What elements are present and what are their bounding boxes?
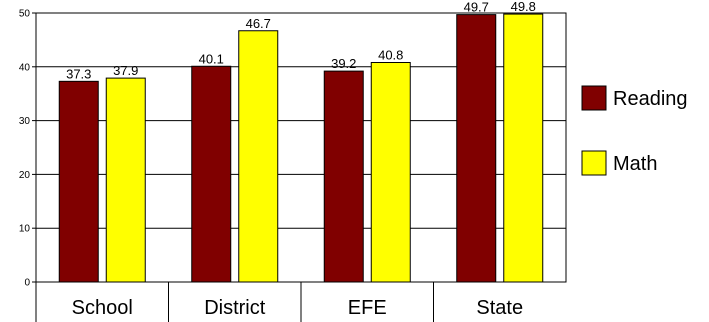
legend-label-reading: Reading xyxy=(613,88,688,110)
bar-reading-state xyxy=(456,14,497,283)
category-label-district: District xyxy=(204,297,266,319)
bar-reading-school xyxy=(58,80,99,283)
y-tick-labels: 0 10 20 30 40 50 xyxy=(19,9,31,289)
legend: Reading Math xyxy=(581,85,688,176)
data-label-math-school: 37.9 xyxy=(113,63,138,78)
y-tick-label-10: 10 xyxy=(19,224,31,235)
data-label-math-state: 49.8 xyxy=(511,0,536,14)
bar-math-efe xyxy=(370,61,411,283)
legend-swatch-reading xyxy=(581,85,607,111)
bars xyxy=(58,13,544,283)
category-label-state: State xyxy=(476,297,523,319)
category-labels: School District EFE State xyxy=(72,297,523,319)
data-labels: 37.3 37.9 40.1 46.7 39.2 40.8 49.7 49.8 xyxy=(66,0,536,81)
data-label-reading-school: 37.3 xyxy=(66,66,91,81)
bar-math-district xyxy=(238,30,279,283)
data-label-math-district: 46.7 xyxy=(246,16,271,31)
data-label-reading-efe: 39.2 xyxy=(331,56,356,71)
data-label-reading-district: 40.1 xyxy=(199,51,224,66)
bar-reading-district xyxy=(191,65,232,283)
y-tick-label-40: 40 xyxy=(19,62,31,73)
legend-swatch-math xyxy=(581,150,607,176)
axes xyxy=(32,12,567,322)
bar-reading-efe xyxy=(323,70,364,283)
y-tick-label-0: 0 xyxy=(24,278,30,289)
data-label-reading-state: 49.7 xyxy=(464,0,489,15)
y-tick-label-50: 50 xyxy=(19,9,31,20)
category-label-school: School xyxy=(72,297,133,319)
bar-math-school xyxy=(105,77,146,283)
y-tick-label-30: 30 xyxy=(19,116,31,127)
bar-math-state xyxy=(503,13,544,283)
category-label-efe: EFE xyxy=(348,297,387,319)
legend-label-math: Math xyxy=(613,153,657,175)
y-tick-label-20: 20 xyxy=(19,170,31,181)
data-label-math-efe: 40.8 xyxy=(378,47,403,62)
